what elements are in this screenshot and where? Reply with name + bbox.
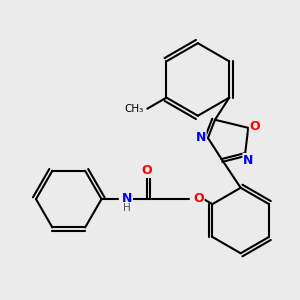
Text: N: N bbox=[196, 131, 206, 144]
Text: N: N bbox=[243, 154, 254, 166]
Text: O: O bbox=[194, 192, 204, 205]
Text: O: O bbox=[141, 164, 152, 177]
Text: H: H bbox=[123, 203, 131, 213]
Text: O: O bbox=[250, 120, 260, 133]
Text: N: N bbox=[122, 192, 132, 205]
Text: CH₃: CH₃ bbox=[124, 104, 144, 114]
